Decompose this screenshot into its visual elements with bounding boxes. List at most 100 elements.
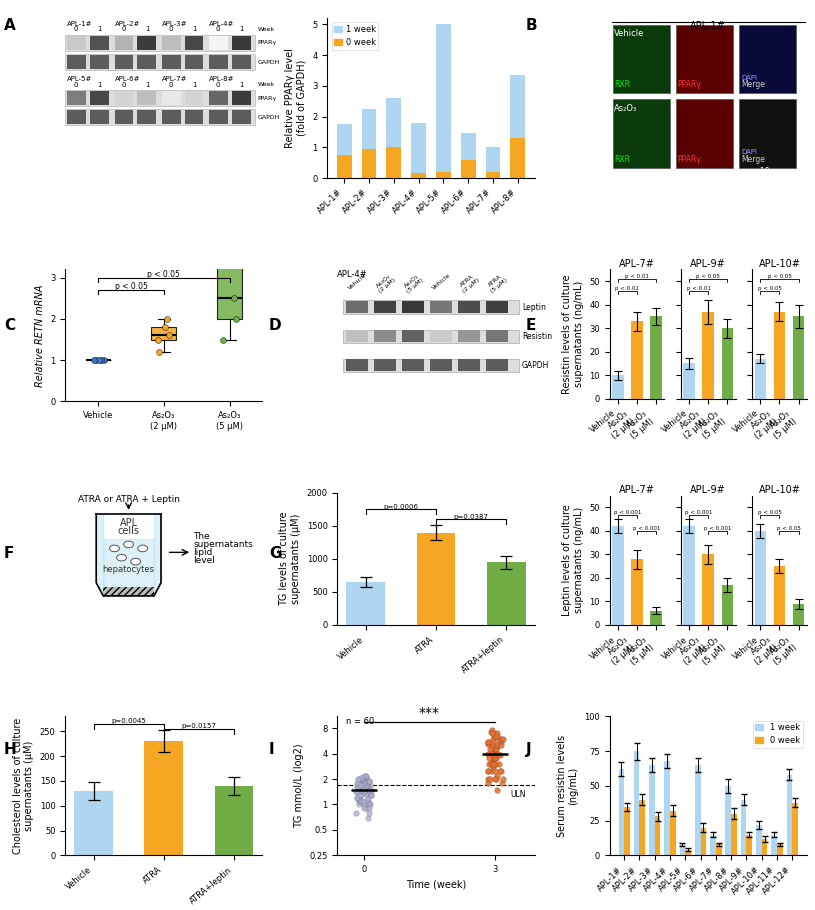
Bar bbox=[487, 359, 508, 371]
Point bbox=[486, 723, 499, 738]
Point bbox=[350, 784, 363, 799]
Point bbox=[353, 778, 366, 793]
Y-axis label: Relative PPARγ level
(fold of GAPDH): Relative PPARγ level (fold of GAPDH) bbox=[285, 48, 306, 148]
Bar bbox=[613, 25, 670, 94]
Point bbox=[363, 784, 377, 799]
Bar bbox=[683, 526, 695, 625]
Bar bbox=[144, 742, 183, 855]
Point bbox=[362, 783, 375, 797]
Text: D: D bbox=[269, 318, 281, 333]
Bar bbox=[676, 99, 733, 167]
Bar bbox=[362, 109, 377, 149]
Point bbox=[361, 791, 374, 805]
Bar bbox=[731, 814, 737, 855]
Bar bbox=[337, 125, 351, 155]
Bar bbox=[756, 824, 762, 855]
Text: E: E bbox=[526, 318, 536, 333]
Bar bbox=[185, 55, 204, 69]
Bar bbox=[386, 98, 401, 147]
Bar bbox=[74, 791, 112, 855]
Point bbox=[162, 329, 175, 343]
PathPatch shape bbox=[152, 328, 176, 339]
Text: B: B bbox=[526, 18, 537, 33]
Point bbox=[355, 770, 368, 784]
Point bbox=[352, 780, 365, 794]
Point bbox=[490, 729, 503, 743]
Text: ATRA
(5 μM): ATRA (5 μM) bbox=[486, 273, 509, 294]
Bar bbox=[346, 582, 385, 625]
Bar bbox=[104, 587, 154, 596]
Point bbox=[358, 770, 371, 784]
Bar bbox=[65, 90, 255, 106]
Text: I: I bbox=[269, 742, 275, 756]
Point bbox=[359, 801, 372, 815]
Text: p < 0.01: p < 0.01 bbox=[625, 274, 649, 279]
Bar bbox=[654, 816, 660, 855]
Text: APL-4#: APL-4# bbox=[337, 270, 368, 279]
Point bbox=[350, 805, 363, 820]
Point bbox=[355, 783, 368, 797]
Bar bbox=[725, 786, 731, 855]
Text: DAPI: DAPI bbox=[741, 75, 757, 80]
Bar bbox=[232, 35, 251, 50]
Point bbox=[152, 332, 165, 347]
Point bbox=[219, 221, 232, 236]
Bar bbox=[670, 811, 676, 855]
Legend: 1 week, 0 week: 1 week, 0 week bbox=[752, 721, 803, 748]
Point bbox=[364, 787, 377, 802]
Point bbox=[350, 791, 363, 805]
Bar bbox=[90, 35, 108, 50]
Bar bbox=[460, 134, 476, 159]
Bar bbox=[162, 35, 181, 50]
Point bbox=[490, 783, 503, 797]
Ellipse shape bbox=[138, 545, 148, 551]
Bar bbox=[664, 761, 670, 855]
Text: n = 60: n = 60 bbox=[346, 717, 374, 726]
Text: hepatocytes: hepatocytes bbox=[103, 565, 155, 574]
Bar bbox=[430, 301, 452, 313]
Bar bbox=[612, 375, 623, 399]
Text: As₂O₃: As₂O₃ bbox=[614, 104, 637, 113]
Point bbox=[356, 794, 369, 808]
Point bbox=[95, 353, 108, 368]
Y-axis label: Relative RETN mRNA: Relative RETN mRNA bbox=[34, 284, 45, 387]
Point bbox=[363, 797, 376, 812]
Text: Vehicle: Vehicle bbox=[431, 273, 452, 291]
Point bbox=[482, 751, 496, 765]
Point bbox=[485, 757, 498, 772]
Bar bbox=[619, 769, 624, 855]
Bar bbox=[430, 330, 452, 342]
Point bbox=[489, 751, 502, 765]
Bar bbox=[613, 99, 670, 167]
Point bbox=[487, 757, 500, 772]
Text: A: A bbox=[4, 18, 15, 33]
Bar bbox=[403, 301, 424, 313]
Text: 0: 0 bbox=[74, 82, 78, 87]
Bar bbox=[343, 300, 519, 314]
Bar bbox=[115, 35, 134, 50]
Point bbox=[350, 775, 363, 790]
Bar bbox=[721, 585, 734, 625]
Point bbox=[90, 353, 103, 368]
Bar bbox=[185, 91, 204, 106]
Bar bbox=[209, 55, 228, 69]
Point bbox=[359, 768, 372, 783]
Bar bbox=[486, 172, 500, 178]
Bar bbox=[773, 566, 785, 625]
Bar bbox=[650, 611, 662, 625]
Text: p=0.0387: p=0.0387 bbox=[454, 514, 489, 520]
Title: APL-10#: APL-10# bbox=[759, 258, 800, 268]
Point bbox=[352, 772, 365, 786]
Bar bbox=[374, 301, 396, 313]
Text: level: level bbox=[193, 556, 215, 565]
Ellipse shape bbox=[124, 541, 134, 548]
Text: GAPDH: GAPDH bbox=[258, 60, 280, 65]
Text: APL-1#: APL-1# bbox=[690, 21, 726, 31]
Point bbox=[358, 775, 371, 790]
Text: As₂O₃
(5 μM): As₂O₃ (5 μM) bbox=[402, 273, 425, 294]
Text: 1: 1 bbox=[240, 26, 244, 33]
Point bbox=[490, 738, 503, 753]
Bar bbox=[343, 329, 519, 343]
Point bbox=[229, 312, 242, 327]
Point bbox=[356, 772, 369, 786]
